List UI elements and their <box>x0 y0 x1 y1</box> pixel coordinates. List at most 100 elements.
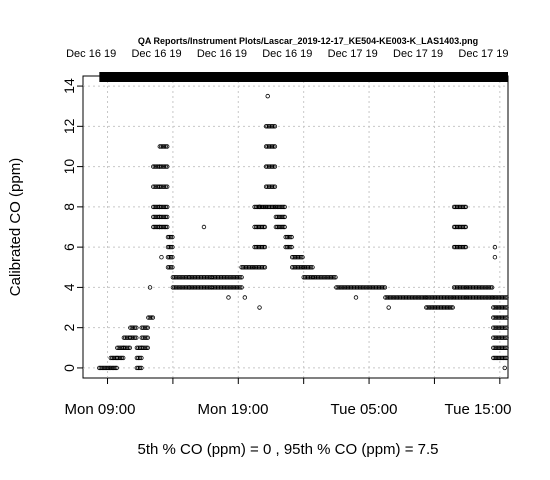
data-point <box>168 234 174 240</box>
data-point <box>231 285 237 290</box>
top-date-label: Dec 16 19 <box>262 48 312 60</box>
data-point <box>502 315 508 320</box>
data-point <box>263 124 269 129</box>
data-point <box>457 244 463 250</box>
data-point <box>494 315 499 320</box>
data-point <box>164 214 170 220</box>
data-point <box>341 285 346 290</box>
data-point <box>180 285 186 290</box>
y-axis: 0 2 4 6 8 10 12 14 <box>61 78 84 372</box>
data-point <box>351 285 357 290</box>
data-point <box>340 285 345 290</box>
data-point <box>406 295 412 300</box>
data-point <box>498 295 503 300</box>
data-point <box>326 275 331 280</box>
data-point <box>437 305 442 310</box>
data-point <box>165 234 171 240</box>
data-point <box>501 325 506 330</box>
data-point <box>360 285 365 290</box>
data-point <box>501 295 506 300</box>
data-point <box>386 295 391 300</box>
data-point <box>142 325 147 330</box>
data-point <box>237 285 243 290</box>
data-point <box>320 275 325 280</box>
data-point <box>265 144 270 149</box>
data-point <box>144 345 149 350</box>
data-point <box>289 244 294 250</box>
data-point <box>131 325 136 330</box>
data-point <box>451 244 457 250</box>
data-point <box>157 184 162 189</box>
data-point <box>157 214 162 220</box>
data-point <box>305 265 311 270</box>
data-point <box>120 355 126 361</box>
data-point <box>165 265 171 270</box>
data-point <box>494 295 499 300</box>
data-point <box>297 265 302 270</box>
data-point <box>105 365 111 371</box>
data-point <box>239 275 244 280</box>
data-point <box>390 295 395 300</box>
data-point <box>479 285 484 290</box>
data-point <box>499 335 505 340</box>
data-point <box>218 285 224 290</box>
y-tick-label: 10 <box>61 159 77 175</box>
data-point <box>282 204 287 210</box>
data-point <box>304 275 309 280</box>
data-point <box>393 295 398 300</box>
data-point <box>152 214 157 220</box>
data-point-outlier <box>353 295 359 300</box>
data-point <box>451 204 457 210</box>
data-point <box>285 244 290 250</box>
data-point <box>203 275 208 280</box>
data-point <box>432 295 438 300</box>
data-point <box>265 164 270 169</box>
data-point <box>494 335 499 340</box>
data-point <box>502 295 508 300</box>
data-point <box>302 265 308 270</box>
data-point <box>256 224 262 230</box>
data-point <box>268 184 273 189</box>
data-point <box>115 345 120 350</box>
data-point-outlier <box>502 365 507 371</box>
data-point <box>449 305 454 310</box>
data-point <box>161 214 167 220</box>
data-point <box>262 265 268 270</box>
data-point <box>462 244 467 250</box>
data-point <box>476 295 482 300</box>
data-point <box>499 295 505 300</box>
data-point <box>144 325 149 330</box>
x-tick-label: Mon 09:00 <box>65 401 136 418</box>
data-point <box>379 285 385 290</box>
data-point <box>431 295 436 300</box>
data-point <box>243 265 249 270</box>
data-point <box>110 365 115 371</box>
data-point <box>201 275 207 280</box>
data-point <box>497 335 502 340</box>
data-point <box>170 265 175 270</box>
data-point <box>376 285 382 290</box>
data-point <box>501 305 506 310</box>
data-point <box>259 244 265 250</box>
data-point <box>163 224 168 230</box>
data-point <box>282 214 287 220</box>
data-point <box>170 275 176 280</box>
data-point <box>283 244 288 250</box>
data-point <box>281 224 286 230</box>
data-point <box>134 365 140 371</box>
data-point <box>499 345 505 350</box>
data-point <box>236 275 241 280</box>
data-point <box>217 285 222 290</box>
data-point <box>123 335 128 340</box>
data-point <box>323 275 328 280</box>
data-point <box>492 315 497 320</box>
data-point <box>402 295 407 300</box>
data-point <box>201 285 207 290</box>
data-point <box>447 295 452 300</box>
data-point <box>293 255 298 260</box>
data-point <box>159 164 164 169</box>
data-point <box>350 285 355 290</box>
data-point <box>160 214 165 220</box>
data-point <box>495 355 500 361</box>
data-point <box>495 325 500 330</box>
